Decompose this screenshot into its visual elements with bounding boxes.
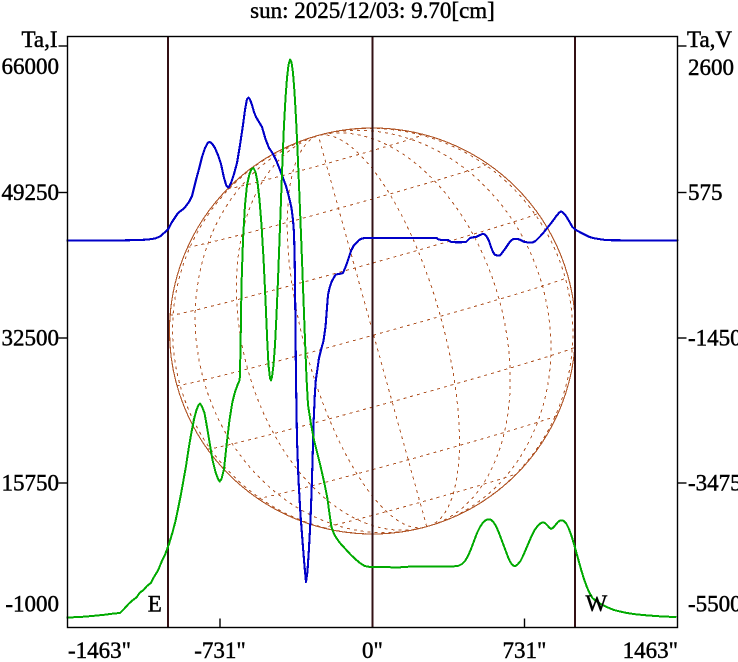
svg-text:E: E [148, 592, 162, 617]
svg-text:Ta,I: Ta,I [21, 27, 57, 52]
svg-text:575: 575 [688, 180, 723, 205]
svg-text:1463": 1463" [623, 638, 678, 662]
svg-text:731": 731" [503, 638, 547, 662]
svg-text:0": 0" [362, 638, 383, 662]
svg-text:Ta,V: Ta,V [687, 27, 732, 52]
svg-text:-1000: -1000 [5, 592, 59, 617]
svg-text:66000: 66000 [2, 54, 60, 79]
svg-text:-731": -731" [194, 638, 246, 662]
svg-text:32500: 32500 [2, 326, 60, 351]
svg-text:sun: 2025/12/03: 9.70[cm]: sun: 2025/12/03: 9.70[cm] [250, 0, 495, 23]
svg-text:15750: 15750 [2, 471, 60, 496]
svg-text:W: W [586, 591, 608, 616]
svg-text:2600: 2600 [688, 55, 734, 80]
svg-text:-3475: -3475 [688, 471, 738, 496]
svg-text:-1450: -1450 [688, 326, 738, 351]
svg-text:-5500: -5500 [688, 592, 738, 617]
svg-text:-1463": -1463" [68, 638, 131, 662]
svg-text:49250: 49250 [2, 180, 60, 205]
